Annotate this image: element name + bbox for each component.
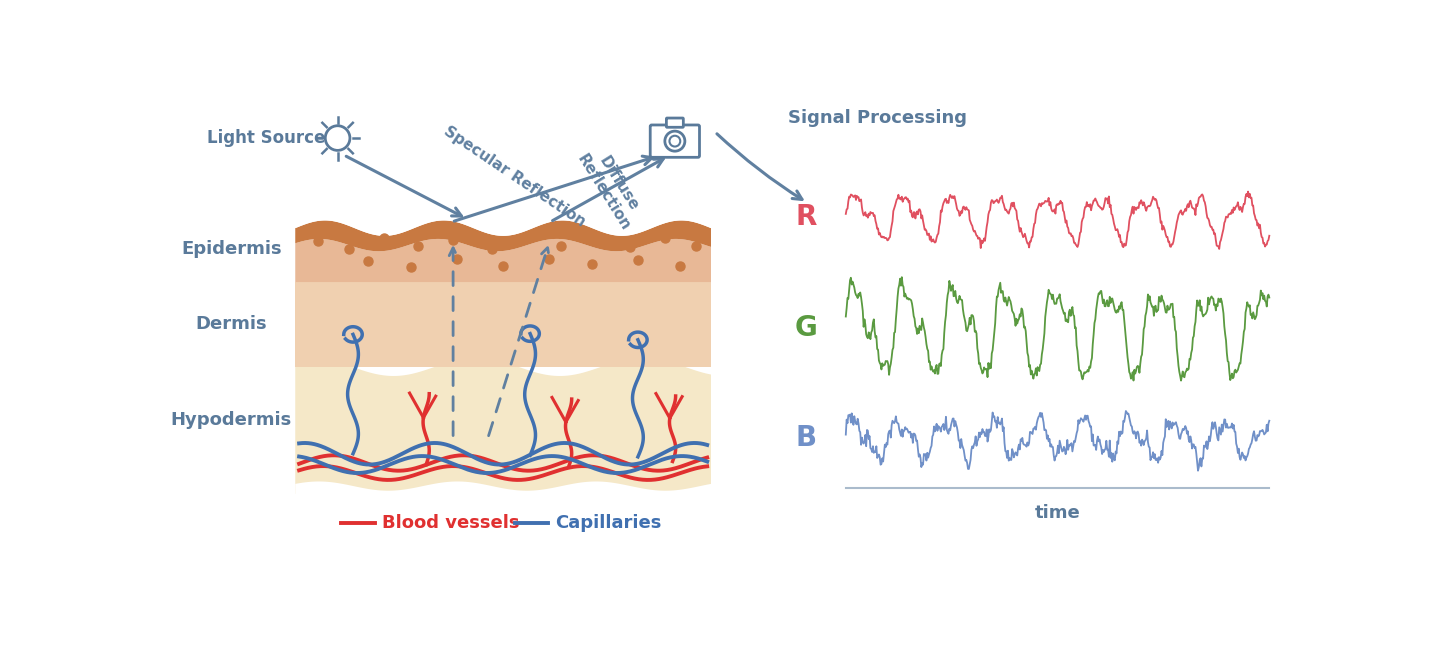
Text: Blood vessels: Blood vessels bbox=[382, 514, 520, 532]
Text: time: time bbox=[1035, 504, 1080, 522]
FancyBboxPatch shape bbox=[651, 125, 700, 157]
Text: R: R bbox=[795, 203, 816, 231]
Text: Light Source: Light Source bbox=[207, 129, 325, 147]
Text: Hypodermis: Hypodermis bbox=[171, 411, 292, 429]
Polygon shape bbox=[295, 220, 711, 252]
Text: Epidermis: Epidermis bbox=[181, 240, 282, 258]
Text: B: B bbox=[795, 424, 816, 452]
Circle shape bbox=[325, 125, 350, 150]
FancyBboxPatch shape bbox=[184, 78, 295, 578]
FancyBboxPatch shape bbox=[711, 78, 1293, 578]
Text: Capillaries: Capillaries bbox=[556, 514, 662, 532]
Text: Specular Reflection: Specular Reflection bbox=[441, 124, 589, 229]
Polygon shape bbox=[295, 358, 711, 494]
FancyBboxPatch shape bbox=[295, 282, 711, 367]
Circle shape bbox=[665, 131, 685, 151]
Circle shape bbox=[670, 136, 680, 146]
Polygon shape bbox=[295, 78, 711, 236]
Polygon shape bbox=[295, 239, 711, 282]
Text: Diffuse
Reflection: Diffuse Reflection bbox=[575, 142, 648, 233]
Polygon shape bbox=[295, 482, 711, 578]
Text: G: G bbox=[795, 314, 816, 343]
Text: Signal Processing: Signal Processing bbox=[788, 109, 968, 127]
FancyBboxPatch shape bbox=[667, 118, 684, 127]
Text: Dermis: Dermis bbox=[196, 315, 268, 333]
